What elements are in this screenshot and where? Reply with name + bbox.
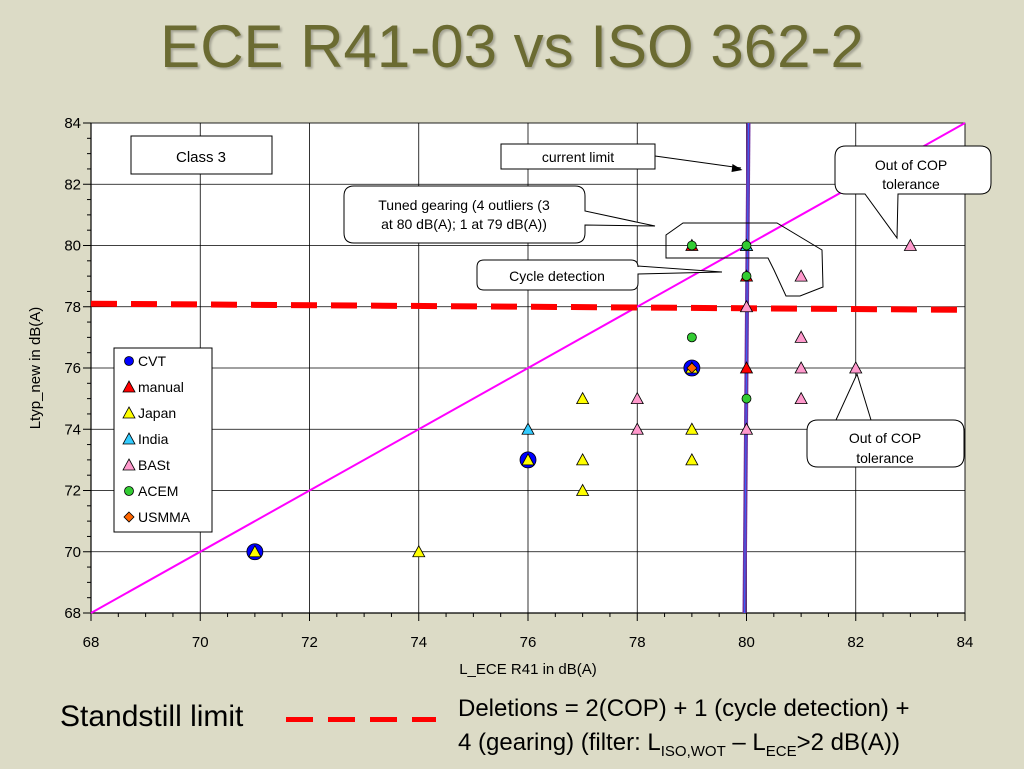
legend-marker-cvt (124, 356, 134, 366)
deletions-line2b: – L (725, 729, 766, 756)
tuned-gearing-callout (343, 185, 656, 244)
annotation-shapes (343, 145, 992, 468)
slide-title: ECE R41-03 vs ISO 362-2 (160, 13, 864, 80)
deletions-sub2: ECE (765, 742, 797, 760)
deletions-line2c: >2 dB(A)) (796, 729, 900, 756)
point-bast (739, 422, 754, 435)
point-india (521, 422, 535, 435)
current-limit-arrowhead (731, 164, 743, 172)
cop-bottom-line1: Out of COP (849, 430, 921, 446)
standstill-limit-dash (286, 717, 436, 722)
standstill-limit-line (90, 300, 966, 313)
x-tick-label: 68 (83, 634, 100, 651)
point-japan (575, 391, 590, 405)
x-tick-label: 78 (629, 634, 646, 651)
cycle-detection-label: Cycle detection (509, 268, 605, 284)
legend-marker-india (122, 432, 136, 445)
standstill-limit-label: Standstill limit (60, 700, 244, 733)
diagonal-line (90, 122, 966, 614)
legend-marker-manual (122, 380, 136, 393)
current-limit-pointer (654, 155, 742, 169)
deletions-line2a: 4 (gearing) (filter: L (458, 729, 661, 756)
tuned-gearing-line1: Tuned gearing (4 outliers (3 (378, 197, 550, 213)
y-tick-label: 72 (64, 483, 81, 500)
annotation-cop-bottom: Out of COP tolerance (849, 430, 921, 466)
point-usmma (686, 362, 698, 374)
class3-label: Class 3 (176, 149, 226, 166)
point-japan (412, 544, 426, 558)
point-bast (849, 361, 863, 374)
legend-label-cvt: CVT (138, 353, 166, 369)
point-bast (903, 238, 918, 251)
legend-label-manual: manual (138, 379, 184, 395)
legend-label-bast: BASt (138, 457, 170, 473)
annotation-current-limit: current limit (500, 143, 656, 170)
data-points (246, 238, 918, 561)
annotation-class3: Class 3 (130, 135, 273, 175)
annotation-tuned-gearing: Tuned gearing (4 outliers (3 at 80 dB(A)… (378, 197, 550, 232)
legend-label-india: India (138, 431, 169, 447)
point-acem (741, 393, 752, 404)
x-tick-label: 76 (520, 634, 537, 651)
legend-label-acem: ACEM (138, 483, 178, 499)
point-acem (741, 240, 752, 251)
cop-top-line2: tolerance (882, 176, 940, 192)
y-axis-title: Ltyp_new in dB(A) (27, 307, 44, 430)
point-japan (248, 544, 262, 558)
point-japan (575, 483, 590, 496)
y-tick-label: 82 (64, 176, 81, 193)
legend-marker-acem (124, 486, 134, 496)
y-tick-label: 84 (64, 115, 81, 132)
legend-label-japan: Japan (138, 405, 176, 421)
point-bast (739, 299, 754, 313)
current-limit-label: current limit (542, 149, 614, 165)
point-acem (741, 271, 752, 282)
point-japan (575, 453, 590, 466)
cop-bottom-callout (806, 372, 965, 468)
y-tick-label: 78 (64, 299, 81, 316)
deletions-line1: Deletions = 2(COP) + 1 (cycle detection)… (458, 695, 910, 722)
y-tick-label: 68 (64, 605, 81, 622)
x-tick-label: 80 (738, 634, 755, 651)
point-japan (521, 453, 535, 466)
point-acem (686, 332, 697, 343)
point-japan (685, 453, 699, 466)
x-tick-label: 72 (301, 634, 318, 651)
cop-top-line1: Out of COP (875, 157, 947, 173)
x-tick-label: 74 (410, 634, 427, 651)
cop-bottom-line2: tolerance (856, 450, 914, 466)
legend-marker-bast (122, 458, 136, 471)
y-tick-label: 74 (64, 421, 81, 438)
y-tick-label: 76 (64, 360, 81, 377)
point-bast (630, 422, 644, 435)
tuned-gearing-line2: at 80 dB(A); 1 at 79 dB(A)) (381, 216, 547, 232)
point-acem (686, 240, 697, 251)
deletions-sub1: ISO,WOT (660, 742, 726, 760)
cop-top-callout (834, 145, 992, 240)
x-tick-label: 84 (957, 634, 974, 651)
point-japan (685, 422, 699, 435)
cycle-detection-callout (476, 259, 723, 291)
axes: 68 70 72 74 76 78 80 82 84 68 70 72 74 76 78 80 82 84 (64, 115, 973, 651)
point-bast (630, 391, 644, 405)
annotation-cop-top: Out of COP tolerance (875, 157, 947, 192)
legend-label-usmma: USMMA (138, 509, 191, 525)
annotation-cycle-detection: Cycle detection (509, 268, 605, 284)
point-bast (794, 361, 808, 374)
y-tick-label: 80 (64, 238, 81, 255)
outlier-lasso (665, 222, 824, 297)
x-axis-title: L_ECE R41 in dB(A) (459, 661, 597, 678)
deletions-note: Deletions = 2(COP) + 1 (cycle detection)… (458, 692, 1018, 769)
legend-marker-usmma (123, 511, 135, 523)
legend: CVT manual Japan India BASt ACEM USMMA (113, 347, 213, 533)
point-bast (794, 330, 808, 343)
legend-marker-japan (122, 406, 136, 419)
x-tick-label: 82 (847, 634, 864, 651)
y-tick-label: 70 (64, 544, 81, 561)
x-tick-label: 70 (192, 634, 209, 651)
point-bast (794, 269, 808, 282)
point-bast (794, 391, 808, 405)
point-manual (739, 361, 754, 374)
